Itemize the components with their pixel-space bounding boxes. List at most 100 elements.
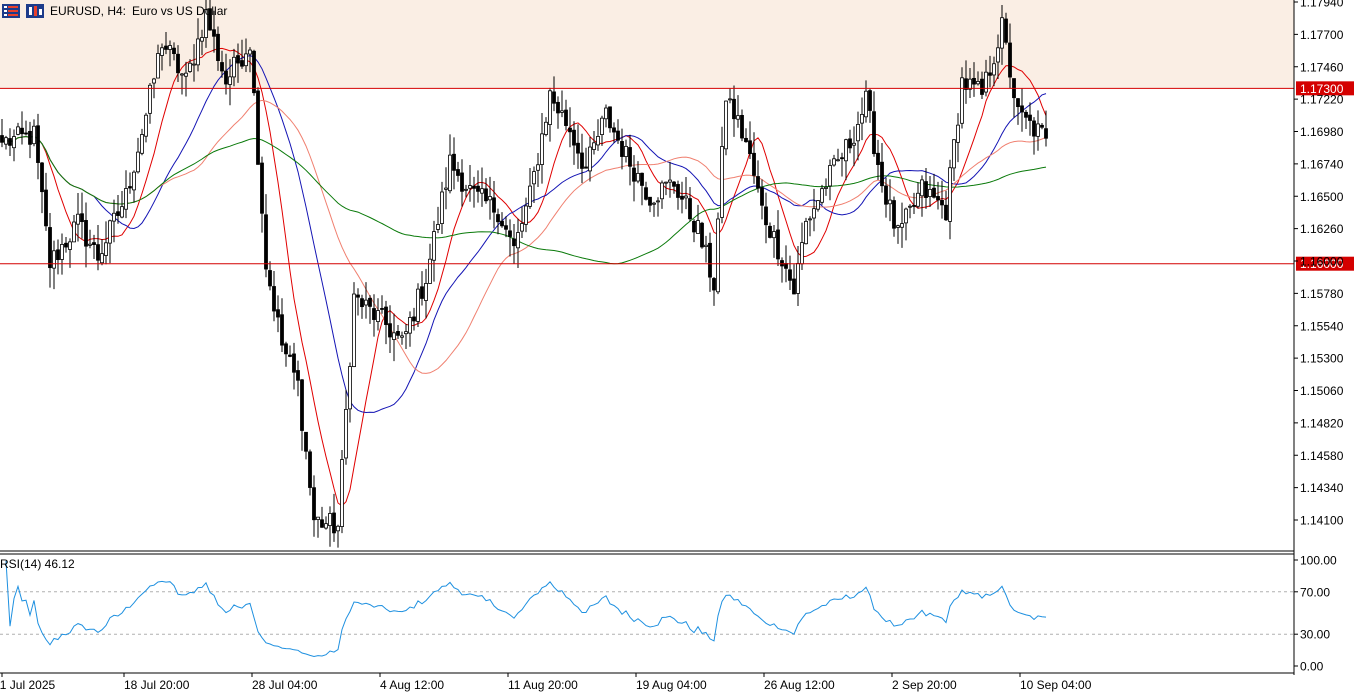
candle: [564, 99, 568, 131]
candle: [208, 0, 212, 31]
candle: [500, 212, 504, 228]
candle: [1004, 12, 1008, 45]
moving-average-40: [1, 99, 1047, 374]
candle: [308, 449, 312, 496]
candle: [296, 360, 300, 397]
candle: [904, 207, 908, 241]
candle: [88, 229, 92, 249]
candle: [0, 119, 4, 148]
candle: [528, 167, 532, 209]
candle: [728, 88, 732, 104]
candle: [548, 87, 552, 142]
candle: [940, 180, 944, 219]
candle: [764, 192, 768, 244]
candle: [1044, 110, 1048, 147]
menu-list-icon[interactable]: [2, 4, 20, 18]
candle: [100, 239, 104, 266]
candle: [896, 224, 900, 244]
candle: [876, 139, 880, 180]
candle: [340, 450, 344, 534]
candle: [276, 295, 280, 333]
time-tick-label: 26 Aug 12:00: [764, 678, 835, 692]
candle: [532, 166, 536, 203]
moving-average-10: [1, 47, 1047, 507]
candle: [420, 271, 424, 306]
candle: [540, 112, 544, 184]
candle: [160, 43, 164, 71]
candle: [124, 170, 128, 219]
level-label: 1.16000: [1300, 257, 1344, 271]
candle: [776, 210, 780, 266]
candle: [140, 128, 144, 156]
candle: [1036, 110, 1040, 151]
candle: [168, 40, 172, 67]
candle: [1040, 122, 1044, 130]
candle: [120, 191, 124, 219]
candle: [772, 224, 776, 258]
candle: [580, 133, 584, 184]
symbol-description: Euro vs US Dollar: [132, 4, 228, 18]
candle: [372, 294, 376, 337]
candle: [196, 18, 200, 72]
time-tick-label: 18 Jul 20:00: [124, 678, 190, 692]
candle: [324, 516, 328, 530]
candle: [44, 172, 48, 231]
candle: [768, 222, 772, 239]
candle: [928, 175, 932, 207]
candle: [644, 181, 648, 201]
candle: [288, 345, 292, 358]
candle: [632, 155, 636, 202]
candle: [976, 71, 980, 86]
rsi-tick-label: 0.00: [1300, 660, 1324, 674]
candle: [172, 42, 176, 61]
candle: [932, 173, 936, 199]
candle: [1020, 88, 1024, 132]
candle: [388, 305, 392, 354]
candle: [864, 80, 868, 123]
candle: [760, 179, 764, 220]
rsi-tick-label: 100.00: [1300, 554, 1337, 568]
candle: [224, 53, 228, 95]
candle: [1012, 78, 1016, 118]
candle: [80, 192, 84, 239]
candle: [128, 172, 132, 194]
candle: [808, 216, 812, 237]
candle: [464, 184, 468, 198]
moving-average-24: [1, 54, 1047, 414]
candles-icon[interactable]: [26, 4, 44, 18]
candle: [316, 516, 320, 538]
candle: [312, 475, 316, 537]
candle: [852, 126, 856, 167]
rsi-indicator-label: RSI(14) 46.12: [0, 557, 75, 571]
candle: [604, 104, 608, 128]
candle: [8, 128, 12, 157]
candle: [672, 181, 676, 194]
candle: [84, 202, 88, 268]
candle: [448, 134, 452, 194]
price-tick-label: 1.16740: [1300, 157, 1344, 171]
candle: [620, 128, 624, 170]
candle: [328, 506, 332, 547]
candle: [440, 181, 444, 234]
time-tick-label: 10 Sep 04:00: [1020, 678, 1092, 692]
candle: [576, 124, 580, 169]
candle: [356, 288, 360, 316]
candle: [284, 341, 288, 367]
candle: [248, 47, 252, 73]
candle: [948, 159, 952, 240]
candle: [888, 179, 892, 222]
price-tick-label: 1.16980: [1300, 125, 1344, 139]
candle: [720, 126, 724, 224]
candle: [456, 161, 460, 182]
price-tick-label: 1.15300: [1300, 352, 1344, 366]
price-tick-label: 1.14820: [1300, 416, 1344, 430]
candle: [688, 187, 692, 222]
candle: [228, 59, 232, 106]
symbol-label: EURUSD, H4:: [50, 4, 127, 18]
price-tick-label: 1.17940: [1300, 0, 1344, 10]
candle: [696, 204, 700, 234]
candle: [488, 176, 492, 220]
candle: [300, 378, 304, 451]
candle: [76, 193, 80, 242]
